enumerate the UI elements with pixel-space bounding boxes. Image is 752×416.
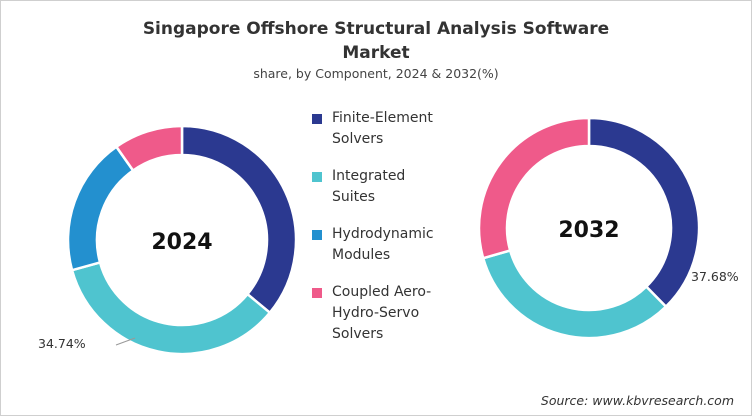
donut-slice (114, 124, 184, 173)
legend: Finite-Element Solvers Integrated Suites Hyd… (312, 108, 472, 345)
legend-swatch (312, 172, 322, 182)
chart-subtitle: share, by Component, 2024 & 2032(%) (253, 66, 499, 81)
donut-slice (180, 124, 298, 315)
legend-item: Coupled Aero- Hydro-Servo Solvers (312, 282, 472, 345)
legend-item: Hydrodynamic Modules (312, 224, 472, 266)
legend-label: Solvers (332, 326, 384, 342)
data-label: 37.68% (691, 269, 739, 284)
legend-item: Finite-Element Solvers (312, 108, 472, 150)
data-label-leader (115, 337, 136, 346)
donut-center-label: 2024 (151, 230, 212, 255)
donut-slice (481, 248, 668, 340)
donut-slice (70, 260, 272, 356)
chart-title-line1: Singapore Offshore Structural Analysis S… (142, 19, 610, 39)
legend-swatch (312, 114, 322, 124)
donut-slice (587, 116, 701, 309)
donut-slice (477, 116, 591, 260)
legend-swatch (312, 230, 322, 240)
legend-item: Integrated Suites (312, 166, 472, 208)
legend-label: Solvers (332, 131, 384, 147)
legend-label: Integrated (332, 168, 406, 184)
data-label: 34.74% (38, 336, 86, 351)
source-note: Source: www.kbvresearch.com (540, 393, 734, 408)
chart-title-line2: Market (342, 43, 410, 63)
donut-slice (66, 145, 135, 272)
legend-label: Hydrodynamic (332, 226, 434, 242)
legend-swatch (312, 288, 322, 298)
legend-label: Hydro-Servo (332, 305, 420, 321)
donut-center-label: 2032 (558, 218, 619, 243)
legend-label: Coupled Aero- (332, 284, 432, 300)
legend-label: Modules (332, 247, 391, 263)
legend-label: Finite-Element (332, 110, 433, 126)
legend-label: Suites (332, 189, 376, 205)
